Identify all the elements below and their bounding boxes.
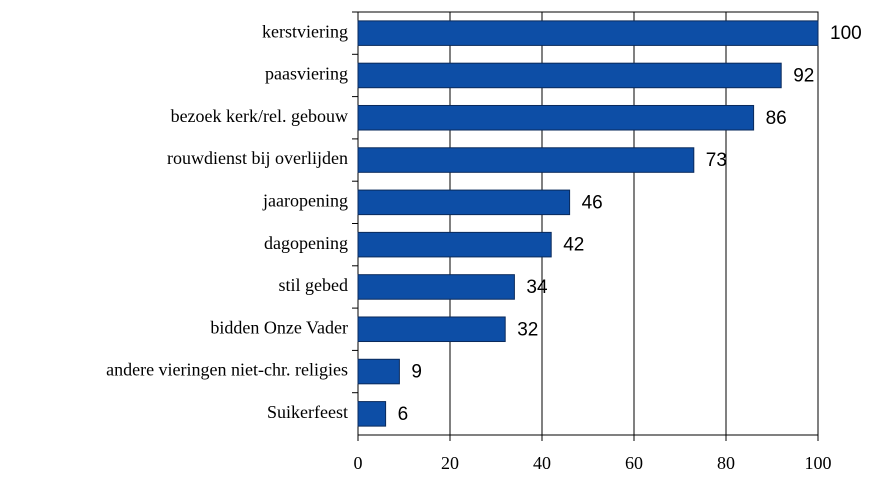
bar — [357, 62, 782, 89]
bar — [357, 401, 387, 427]
value-label: 46 — [582, 192, 603, 213]
y-tick-label: dagopening — [264, 233, 348, 253]
x-tick-label: 80 — [717, 453, 735, 473]
y-tick-label: rouwdienst bij overlijden — [167, 148, 348, 168]
y-tick-label: Suikerfeest — [267, 402, 348, 422]
bar — [357, 274, 515, 300]
value-label: 92 — [793, 65, 814, 86]
bar — [357, 104, 755, 131]
value-label: 6 — [398, 404, 409, 425]
value-label: 34 — [526, 277, 548, 298]
bar — [357, 147, 695, 173]
y-tick-label: bidden Onze Vader — [210, 317, 348, 337]
x-tick-label: 20 — [441, 453, 459, 473]
bar — [357, 20, 819, 46]
x-tick-label: 100 — [805, 453, 832, 473]
value-label: 73 — [706, 150, 727, 171]
value-label: 42 — [563, 235, 584, 256]
y-tick-label: stil gebed — [279, 275, 349, 295]
bar — [357, 189, 571, 216]
bar — [357, 358, 400, 385]
y-tick-label: kerstviering — [262, 21, 348, 41]
bar — [357, 316, 506, 343]
value-label: 86 — [766, 108, 787, 129]
x-tick-label: 60 — [625, 453, 643, 473]
y-tick-label: jaaropening — [262, 190, 348, 210]
value-label: 32 — [517, 319, 538, 340]
value-label: 9 — [411, 362, 422, 383]
y-tick-label: paasviering — [265, 64, 348, 84]
y-tick-label: andere vieringen niet-chr. religies — [106, 360, 348, 380]
value-label: 100 — [830, 23, 862, 44]
x-tick-label: 40 — [533, 453, 551, 473]
bar — [357, 231, 552, 258]
x-tick-label: 0 — [354, 453, 363, 473]
y-tick-label: bezoek kerk/rel. gebouw — [171, 106, 348, 126]
